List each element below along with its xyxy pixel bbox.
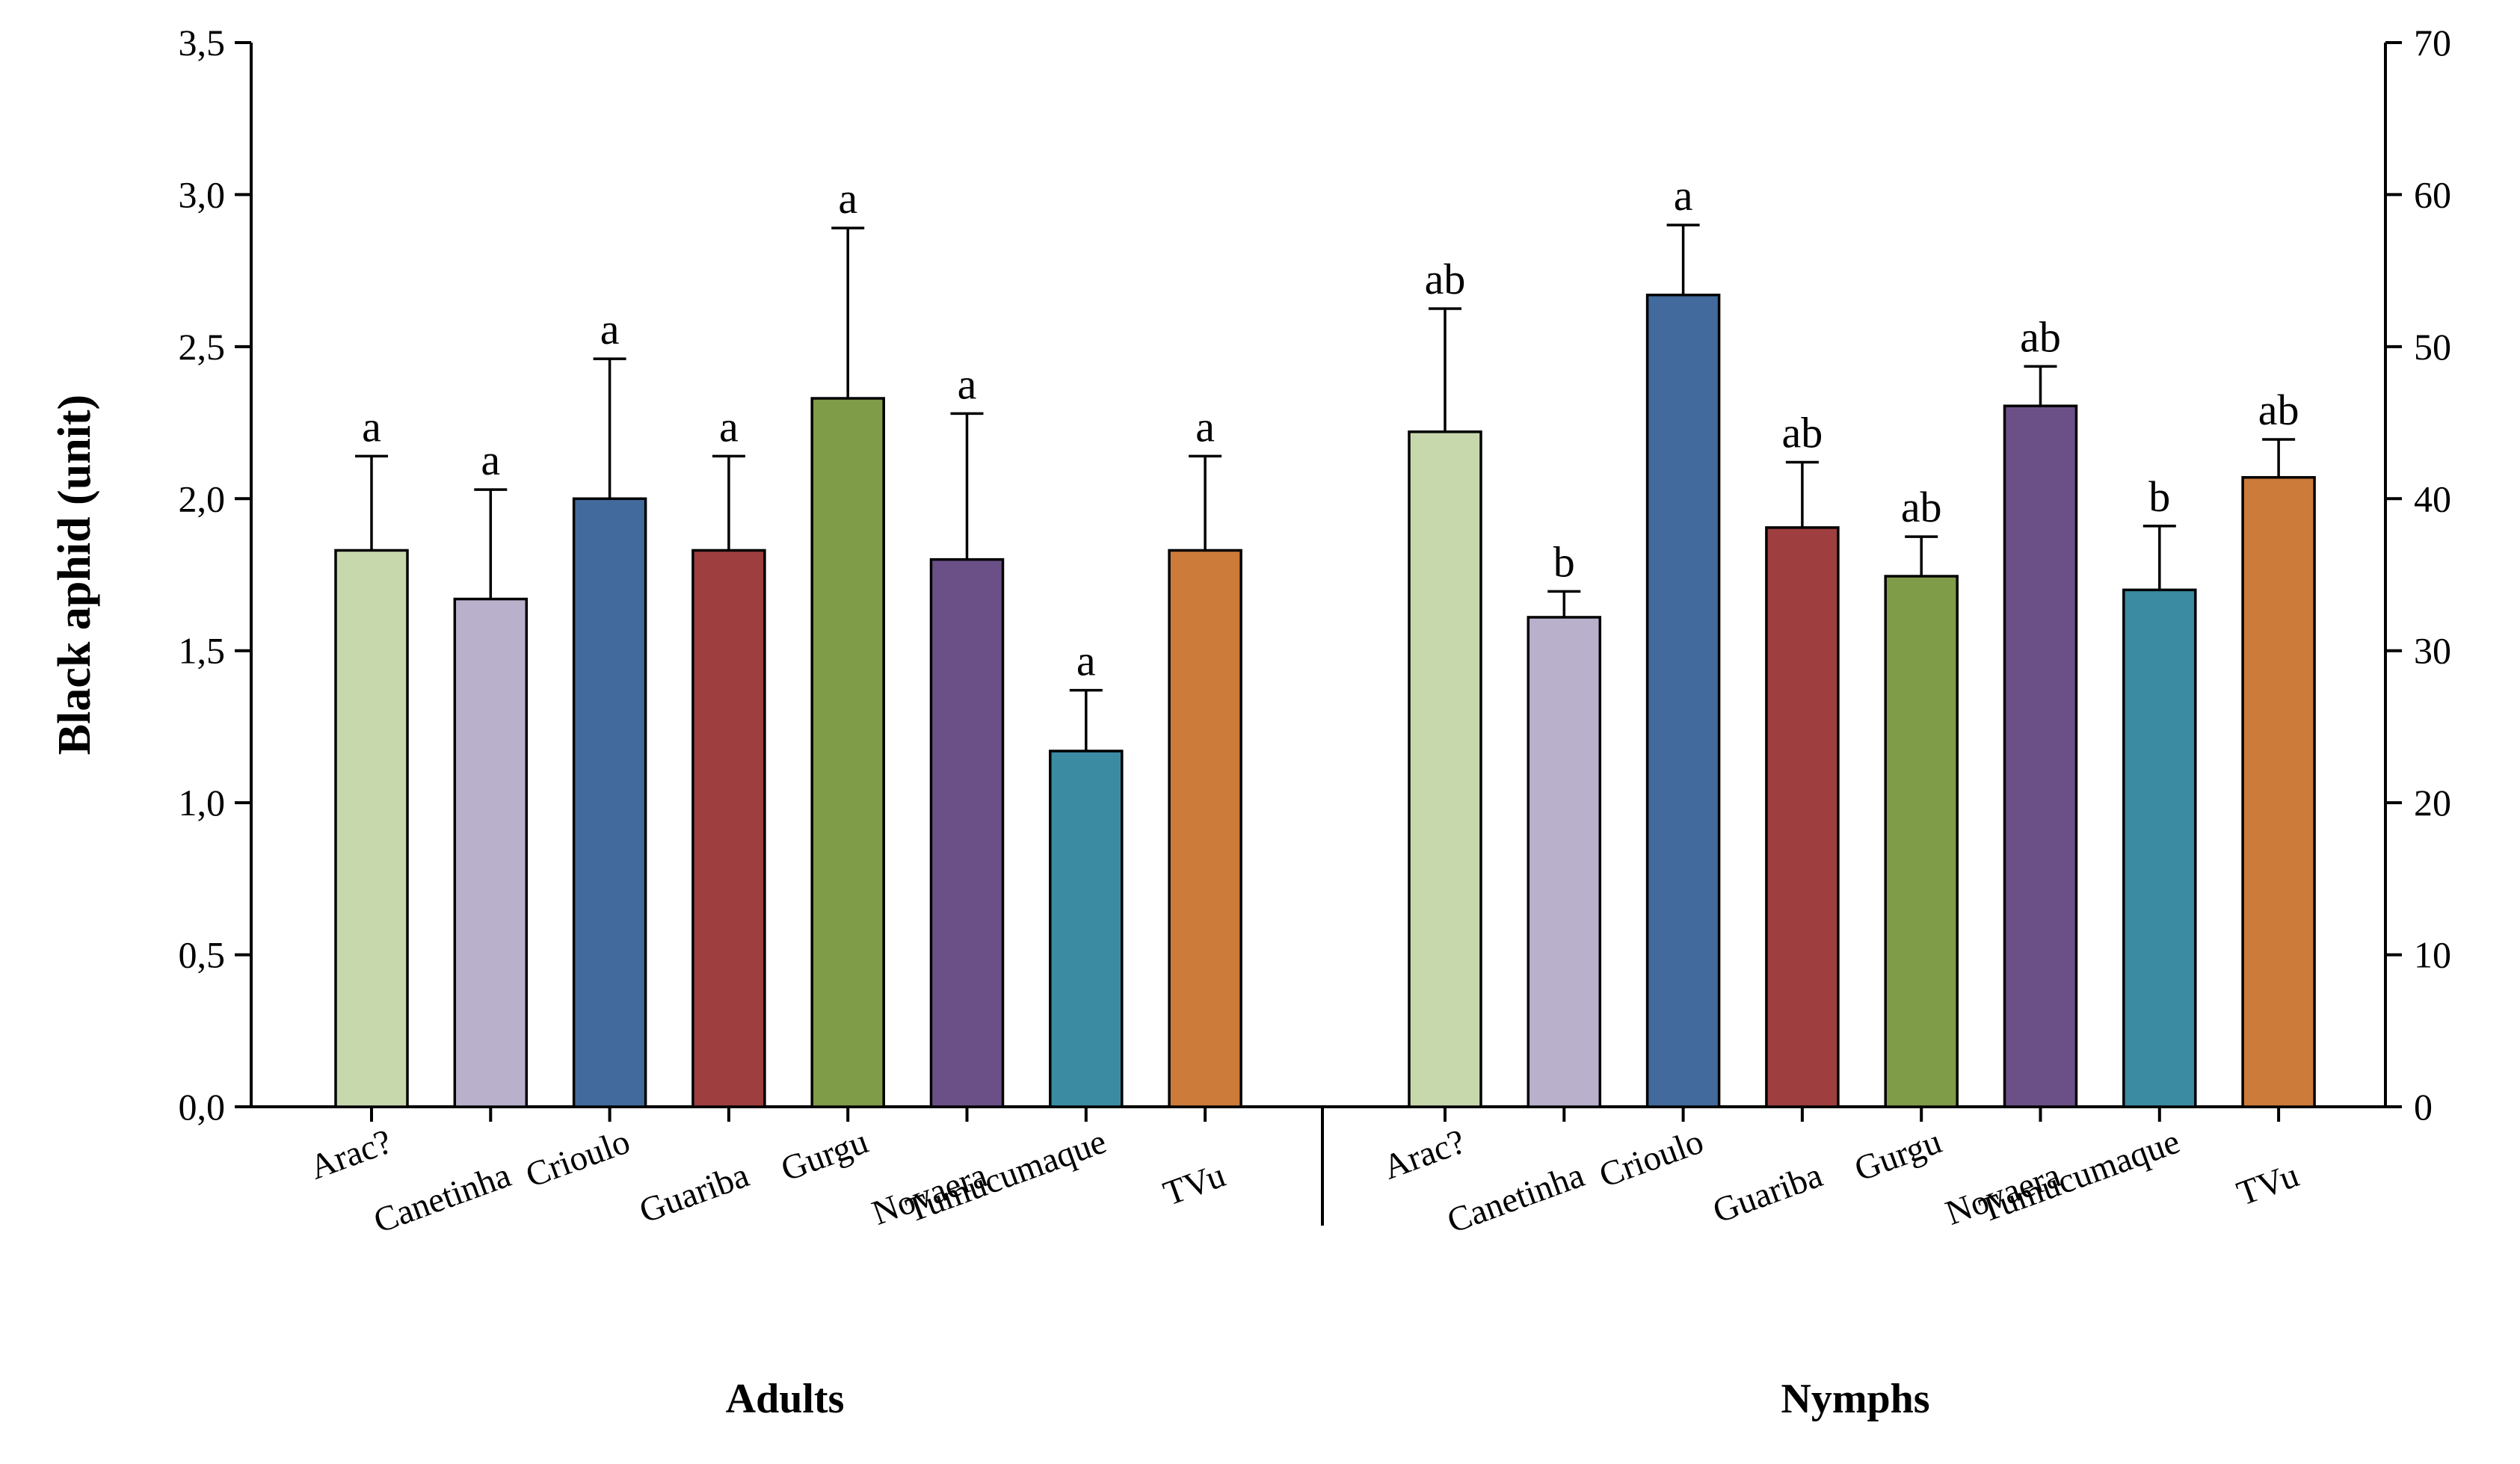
group-label: Nymphs xyxy=(1781,1376,1929,1422)
left-tick-label: 2,0 xyxy=(179,478,226,519)
significance-letter: b xyxy=(2148,472,2170,521)
bar xyxy=(453,597,529,1108)
significance-letter: a xyxy=(1674,171,1693,220)
group-label: Adults xyxy=(726,1376,845,1422)
left-tick-label: 3,0 xyxy=(179,173,226,215)
right-tick-label: 10 xyxy=(2414,934,2451,976)
category-label: Guariba xyxy=(635,1155,754,1231)
right-tick-label: 40 xyxy=(2414,478,2451,519)
significance-letter: ab xyxy=(2258,386,2299,434)
category-label: Crioulo xyxy=(1595,1122,1709,1195)
bar xyxy=(1527,616,1602,1108)
bar xyxy=(1408,430,1482,1108)
bar xyxy=(929,558,1005,1108)
category-label: Crioulo xyxy=(521,1122,635,1195)
left-tick-label: 0,0 xyxy=(179,1086,226,1128)
significance-letter: a xyxy=(362,402,381,451)
significance-letter: a xyxy=(719,402,739,451)
category-label: Canetinha xyxy=(369,1155,516,1241)
bar xyxy=(334,549,409,1108)
y-axis-title: Black aphid (unit) xyxy=(49,395,100,755)
bar xyxy=(2241,476,2316,1108)
significance-letter: ab xyxy=(2020,312,2061,361)
category-label: TVu xyxy=(2232,1155,2304,1213)
significance-letter: ab xyxy=(1782,408,1823,457)
bar xyxy=(572,497,647,1108)
category-label: Guariba xyxy=(1708,1155,1828,1231)
significance-letter: a xyxy=(838,174,857,223)
left-tick-label: 1,0 xyxy=(179,782,226,824)
right-tick-label: 30 xyxy=(2414,630,2451,672)
category-label: TVu xyxy=(1159,1155,1230,1213)
category-label: Gurgu xyxy=(776,1122,873,1189)
category-label: Arac? xyxy=(305,1122,397,1187)
right-tick-label: 50 xyxy=(2414,326,2451,368)
significance-letter: a xyxy=(481,436,500,484)
significance-letter: ab xyxy=(1901,483,1942,531)
category-label: Gurgu xyxy=(1849,1122,1947,1189)
bar xyxy=(1765,526,1840,1108)
bar xyxy=(2122,588,2197,1108)
left-tick-label: 0,5 xyxy=(179,934,226,976)
category-label: Arac? xyxy=(1378,1122,1470,1187)
bar xyxy=(1884,575,1959,1108)
category-label: Canetinha xyxy=(1442,1155,1589,1241)
right-tick-label: 20 xyxy=(2414,782,2451,824)
right-tick-label: 0 xyxy=(2414,1086,2433,1128)
bar xyxy=(1645,293,1721,1108)
left-tick-label: 1,5 xyxy=(179,630,226,672)
bars-layer xyxy=(334,223,2316,1108)
significance-letter: a xyxy=(958,359,977,408)
significance-letter: b xyxy=(1553,537,1575,586)
significance-letter: a xyxy=(600,305,620,353)
significance-letter: a xyxy=(1195,402,1215,451)
right-tick-label: 70 xyxy=(2414,22,2451,64)
bar xyxy=(810,397,885,1108)
significance-letter: ab xyxy=(1425,255,1466,303)
left-tick-label: 2,5 xyxy=(179,326,226,368)
right-tick-label: 60 xyxy=(2414,173,2451,215)
left-tick-label: 3,5 xyxy=(179,22,226,64)
bar xyxy=(2003,404,2078,1108)
significance-letter: a xyxy=(1076,637,1096,685)
bar xyxy=(1168,549,1242,1108)
bar xyxy=(691,549,766,1108)
bar xyxy=(1049,750,1124,1108)
